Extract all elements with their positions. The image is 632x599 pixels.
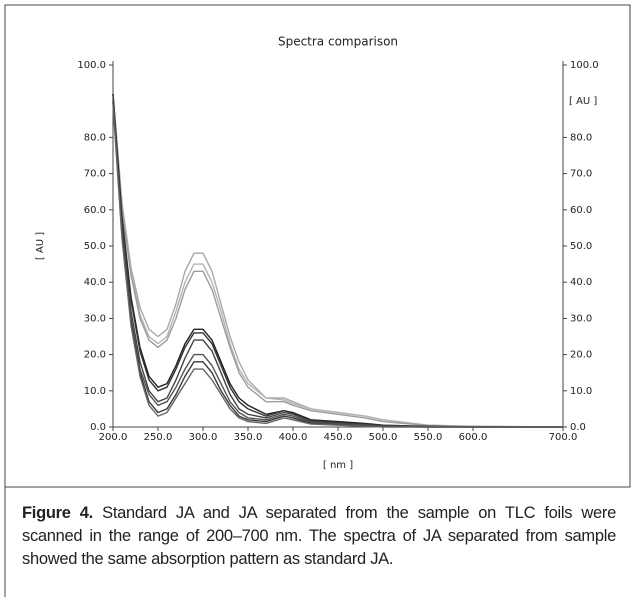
x-tick-label: 400.0 xyxy=(279,432,308,443)
y-tick-label: 50.0 xyxy=(84,241,106,252)
x-tick-label: 250.0 xyxy=(144,432,173,443)
y-tick-label: 30.0 xyxy=(84,313,106,324)
y2-tick-label: 50.0 xyxy=(570,241,592,252)
x-tick-label: 300.0 xyxy=(189,432,218,443)
y2-tick-label: 30.0 xyxy=(570,313,592,324)
y2-tick-label: 20.0 xyxy=(570,350,592,361)
y-tick-label: 40.0 xyxy=(84,277,106,288)
spectrum-line xyxy=(112,93,564,428)
y2-tick-label: 10.0 xyxy=(570,386,592,397)
y-tick-label: 10.0 xyxy=(84,386,106,397)
y2-tick-label: 80.0 xyxy=(570,132,592,143)
x-tick-label: 550.0 xyxy=(414,432,443,443)
y-tick-label: 80.0 xyxy=(84,132,106,143)
caption: Figure 4. Standard JA and JA separated f… xyxy=(22,502,616,571)
x-axis-label: [ nm ] xyxy=(323,460,353,471)
y2-tick-label: 60.0 xyxy=(570,205,592,216)
x-tick-label: 350.0 xyxy=(234,432,263,443)
y-tick-label: 100.0 xyxy=(77,60,106,71)
x-tick-label: 500.0 xyxy=(369,432,398,443)
y-tick-label: 60.0 xyxy=(84,205,106,216)
y2-tick-label: 100.0 xyxy=(570,60,599,71)
y2-tick-label: 70.0 xyxy=(570,169,592,180)
y2-axis-label: [ AU ] xyxy=(569,96,597,107)
chart-title: Spectra comparison xyxy=(278,35,398,49)
spectrum-line xyxy=(112,104,563,428)
y2-tick-label: 0.0 xyxy=(570,422,586,433)
x-tick-label: 450.0 xyxy=(324,432,353,443)
figure-frame xyxy=(4,4,631,597)
caption-text: Standard JA and JA separated from the sa… xyxy=(22,504,616,568)
x-tick-label: 600.0 xyxy=(459,432,488,443)
x-tick-label: 200.0 xyxy=(99,432,128,443)
y-tick-label: 0.0 xyxy=(90,422,106,433)
caption-label: Figure 4. xyxy=(22,504,93,522)
x-tick-label: 700.0 xyxy=(549,432,578,443)
y2-tick-label: 40.0 xyxy=(570,277,592,288)
y-axis-label: [ AU ] xyxy=(35,232,46,260)
spectrum-line xyxy=(112,101,563,428)
spectrum-line xyxy=(112,93,563,428)
y-tick-label: 70.0 xyxy=(84,169,106,180)
spectrum-line xyxy=(112,93,564,428)
y-tick-label: 20.0 xyxy=(84,350,106,361)
